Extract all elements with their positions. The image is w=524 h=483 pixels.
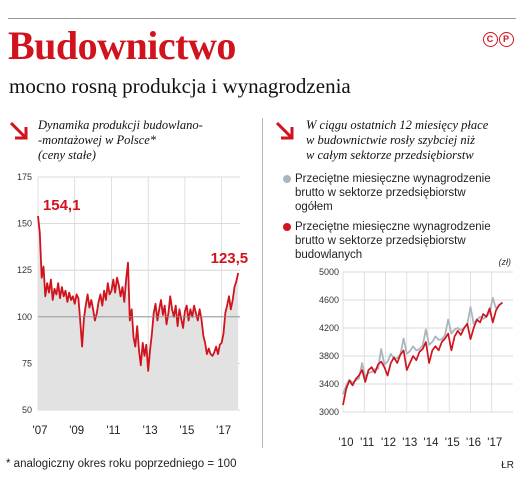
- wages-chart: 3000 3400 3800 4200 4600 5000 (zł) '10 '11 '12 '13…: [319, 257, 513, 449]
- right-heading-line-1: W ciągu ostatnich 12 miesięcy płace: [306, 118, 489, 132]
- legend-item-total: Przeciętne miesięczne wynagrodzenie brut…: [283, 172, 491, 214]
- x-tick-label: '12: [381, 437, 396, 449]
- legend-construction-line-1: Przeciętne miesięczne wynagrodzenie: [295, 221, 491, 233]
- page-title: Budownictwo: [8, 23, 236, 68]
- left-panel-heading: Dynamika produkcji budowlano- -montażowe…: [38, 118, 203, 163]
- y-tick-label: 3400: [319, 379, 339, 389]
- x-tick-label: '15: [179, 425, 194, 437]
- x-tick-label: '15: [445, 437, 460, 449]
- y-tick-label: 100: [17, 312, 32, 322]
- x-tick-label: '17: [487, 437, 502, 449]
- x-tick-label: '14: [424, 437, 440, 449]
- y-tick-label: 4600: [319, 295, 339, 305]
- right-heading-line-3: w całym sektorze przedsiębiorstw: [306, 148, 474, 162]
- y-tick-label: 4200: [319, 323, 339, 333]
- x-tick-label: '13: [402, 437, 417, 449]
- left-heading-line-1: Dynamika produkcji budowlano-: [38, 118, 203, 132]
- legend-total-line-3: ogółem: [295, 201, 333, 213]
- left-heading-line-3: (ceny stałe): [38, 148, 96, 162]
- y-tick-label: 125: [17, 265, 32, 275]
- y-tick-label: 150: [17, 219, 32, 229]
- arrow-down-right-icon: [275, 121, 294, 140]
- y-tick-label: 5000: [319, 267, 339, 277]
- legend-swatch-gray: [283, 175, 291, 183]
- legend-swatch-red: [283, 223, 291, 231]
- series-line-total: [342, 297, 504, 395]
- x-tick-label: '07: [33, 425, 48, 437]
- page-subtitle: mocno rosną produkcja i wynagrodzenia: [9, 74, 351, 98]
- right-heading-line-2: w budownictwie rosły szybciej niż: [306, 133, 475, 147]
- author-credit: ŁR: [501, 460, 514, 471]
- x-tick-label: '16: [466, 437, 481, 449]
- series-area: [38, 216, 239, 410]
- x-tick-label: '17: [216, 425, 231, 437]
- legend-construction-line-2: brutto w sektorze przedsiębiorstw: [295, 235, 466, 247]
- top-rule: [8, 18, 516, 19]
- legend-total-line-1: Przeciętne miesięczne wynagrodzenie: [295, 173, 491, 185]
- legend-total-line-2: brutto w sektorze przedsiębiorstw: [295, 187, 466, 199]
- arrow-down-right-icon: [9, 121, 28, 140]
- copyright-c-icon: C: [483, 32, 498, 47]
- y-tick-label: 175: [17, 172, 32, 182]
- series-line: [37, 215, 240, 372]
- data-label: 154,1: [43, 197, 81, 214]
- y-tick-label: 3000: [319, 407, 339, 417]
- legend-item-construction: Przeciętne miesięczne wynagrodzenie brut…: [283, 220, 491, 262]
- unit-label: (zł): [499, 257, 512, 267]
- y-tick-label: 50: [22, 405, 32, 415]
- panel-divider: [262, 118, 263, 448]
- x-tick-label: '11: [106, 425, 120, 437]
- series-line-construction: [342, 302, 503, 406]
- x-tick-label: '13: [143, 425, 158, 437]
- y-tick-label: 75: [22, 358, 32, 368]
- right-panel-heading: W ciągu ostatnich 12 miesięcy płace w bu…: [306, 118, 488, 163]
- legend-construction-line-3: budowlanych: [295, 249, 363, 261]
- data-label: 123,5: [211, 250, 249, 267]
- x-tick-label: '10: [339, 437, 354, 449]
- x-tick-label: '09: [69, 425, 84, 437]
- production-dynamics-chart: 50 75 100 125 150 175 '07 '09 '11 '13 '15 '17 154,1 1…: [17, 172, 249, 437]
- y-tick-label: 3800: [319, 351, 339, 361]
- left-heading-line-2: -montażowej w Polsce*: [38, 133, 157, 147]
- copyright-p-icon: P: [499, 32, 514, 47]
- footnote: * analogiczny okres roku poprzedniego = …: [6, 458, 237, 470]
- x-tick-label: '11: [360, 437, 374, 449]
